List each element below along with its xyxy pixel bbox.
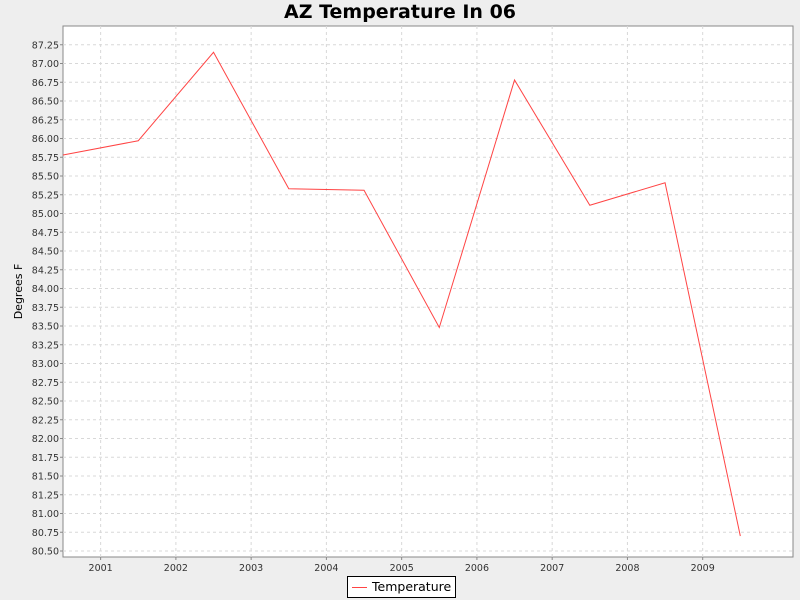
plot-area xyxy=(62,25,794,558)
y-tick-label: 87.00 xyxy=(32,59,59,70)
y-tick-label: 85.00 xyxy=(32,209,59,220)
legend-label: Temperature xyxy=(372,579,452,594)
x-tick-label: 2008 xyxy=(615,563,639,574)
x-tick-label: 2003 xyxy=(239,563,263,574)
y-tick-label: 86.00 xyxy=(32,134,59,145)
y-tick-label: 85.25 xyxy=(32,190,59,201)
y-tick-label: 80.50 xyxy=(32,547,59,558)
x-tick-label: 2005 xyxy=(390,563,414,574)
y-tick-label: 84.75 xyxy=(32,228,59,239)
y-tick-label: 83.50 xyxy=(32,322,59,333)
legend-swatch xyxy=(352,586,367,588)
y-tick-label: 80.75 xyxy=(32,528,59,539)
y-tick-label: 81.75 xyxy=(32,453,59,464)
y-tick-label: 84.25 xyxy=(32,265,59,276)
x-tick-label: 2007 xyxy=(540,563,564,574)
y-tick-label: 82.50 xyxy=(32,397,59,408)
y-tick-label: 85.50 xyxy=(32,172,59,183)
series-line-0 xyxy=(62,51,741,537)
y-axis-label: Degrees F xyxy=(12,264,25,320)
x-tick-label: 2002 xyxy=(164,563,188,574)
x-tick-label: 2009 xyxy=(691,563,715,574)
y-tick-label: 86.75 xyxy=(32,78,59,89)
x-tick-label: 2006 xyxy=(465,563,489,574)
y-tick-label: 83.00 xyxy=(32,359,59,370)
y-tick-label: 83.25 xyxy=(32,340,59,351)
chart-title: AZ Temperature In 06 xyxy=(283,1,517,23)
y-tick-label: 86.25 xyxy=(32,115,59,126)
y-tick-label: 81.50 xyxy=(32,472,59,483)
y-tick-label: 86.50 xyxy=(32,97,59,108)
y-tick-label: 84.00 xyxy=(32,284,59,295)
y-tick-label: 84.50 xyxy=(32,247,59,258)
y-tick-label: 82.25 xyxy=(32,415,59,426)
y-tick-label: 81.25 xyxy=(32,490,59,501)
y-tick-label: 82.75 xyxy=(32,378,59,389)
y-tick-label: 81.00 xyxy=(32,509,59,520)
y-tick-label: 85.75 xyxy=(32,153,59,164)
x-tick-label: 2001 xyxy=(89,563,113,574)
x-tick-label: 2004 xyxy=(314,563,338,574)
legend: Temperature xyxy=(347,576,457,598)
y-tick-label: 83.75 xyxy=(32,303,59,314)
y-tick-label: 87.25 xyxy=(32,40,59,51)
y-tick-label: 82.00 xyxy=(32,434,59,445)
